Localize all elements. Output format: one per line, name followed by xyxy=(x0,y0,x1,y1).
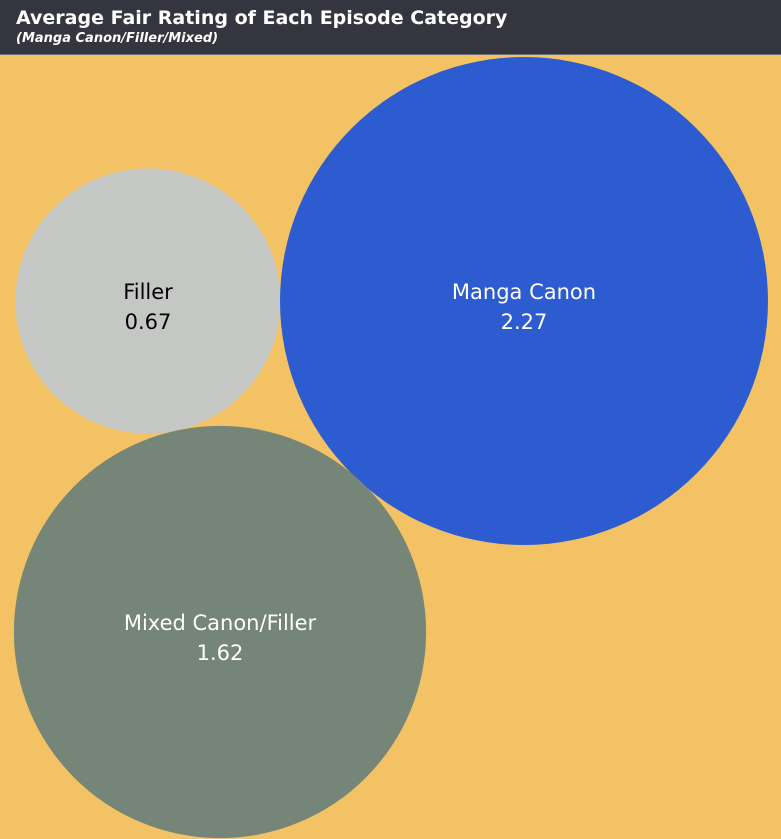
bubble-manga-canon-circle[interactable] xyxy=(280,57,768,545)
bubble-chart: Filler 0.67 Manga Canon 2.27 Mixed Canon… xyxy=(13,57,768,839)
bubble-manga-canon[interactable]: Manga Canon 2.27 xyxy=(280,57,768,545)
bubble-manga-canon-name: Manga Canon xyxy=(452,280,596,304)
chart-area: Filler 0.67 Manga Canon 2.27 Mixed Canon… xyxy=(0,55,781,839)
chart-title: Average Fair Rating of Each Episode Cate… xyxy=(16,7,508,29)
bubble-mixed-value: 1.62 xyxy=(197,641,244,665)
bubble-filler[interactable]: Filler 0.67 xyxy=(15,168,281,434)
chart-header: Average Fair Rating of Each Episode Cate… xyxy=(0,0,781,55)
bubble-mixed-name: Mixed Canon/Filler xyxy=(124,611,317,635)
bubble-filler-circle[interactable] xyxy=(15,168,281,434)
bubble-manga-canon-value: 2.27 xyxy=(501,310,548,334)
chart-subtitle: (Manga Canon/Filler/Mixed) xyxy=(16,31,219,46)
bubble-mixed-circle[interactable] xyxy=(13,425,427,839)
bubble-mixed[interactable]: Mixed Canon/Filler 1.62 xyxy=(13,425,427,839)
bubble-filler-value: 0.67 xyxy=(125,310,172,334)
bubble-filler-name: Filler xyxy=(123,280,173,304)
